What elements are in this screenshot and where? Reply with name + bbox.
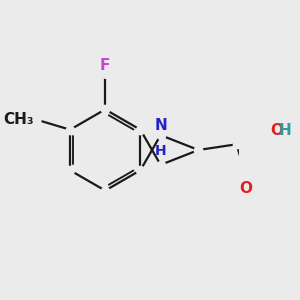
Text: H: H — [279, 123, 292, 138]
Text: N: N — [154, 118, 167, 133]
Text: F: F — [100, 58, 110, 73]
Text: H: H — [155, 144, 167, 158]
Text: O: O — [239, 181, 252, 196]
Text: O: O — [271, 123, 284, 138]
Text: CH₃: CH₃ — [3, 112, 34, 127]
